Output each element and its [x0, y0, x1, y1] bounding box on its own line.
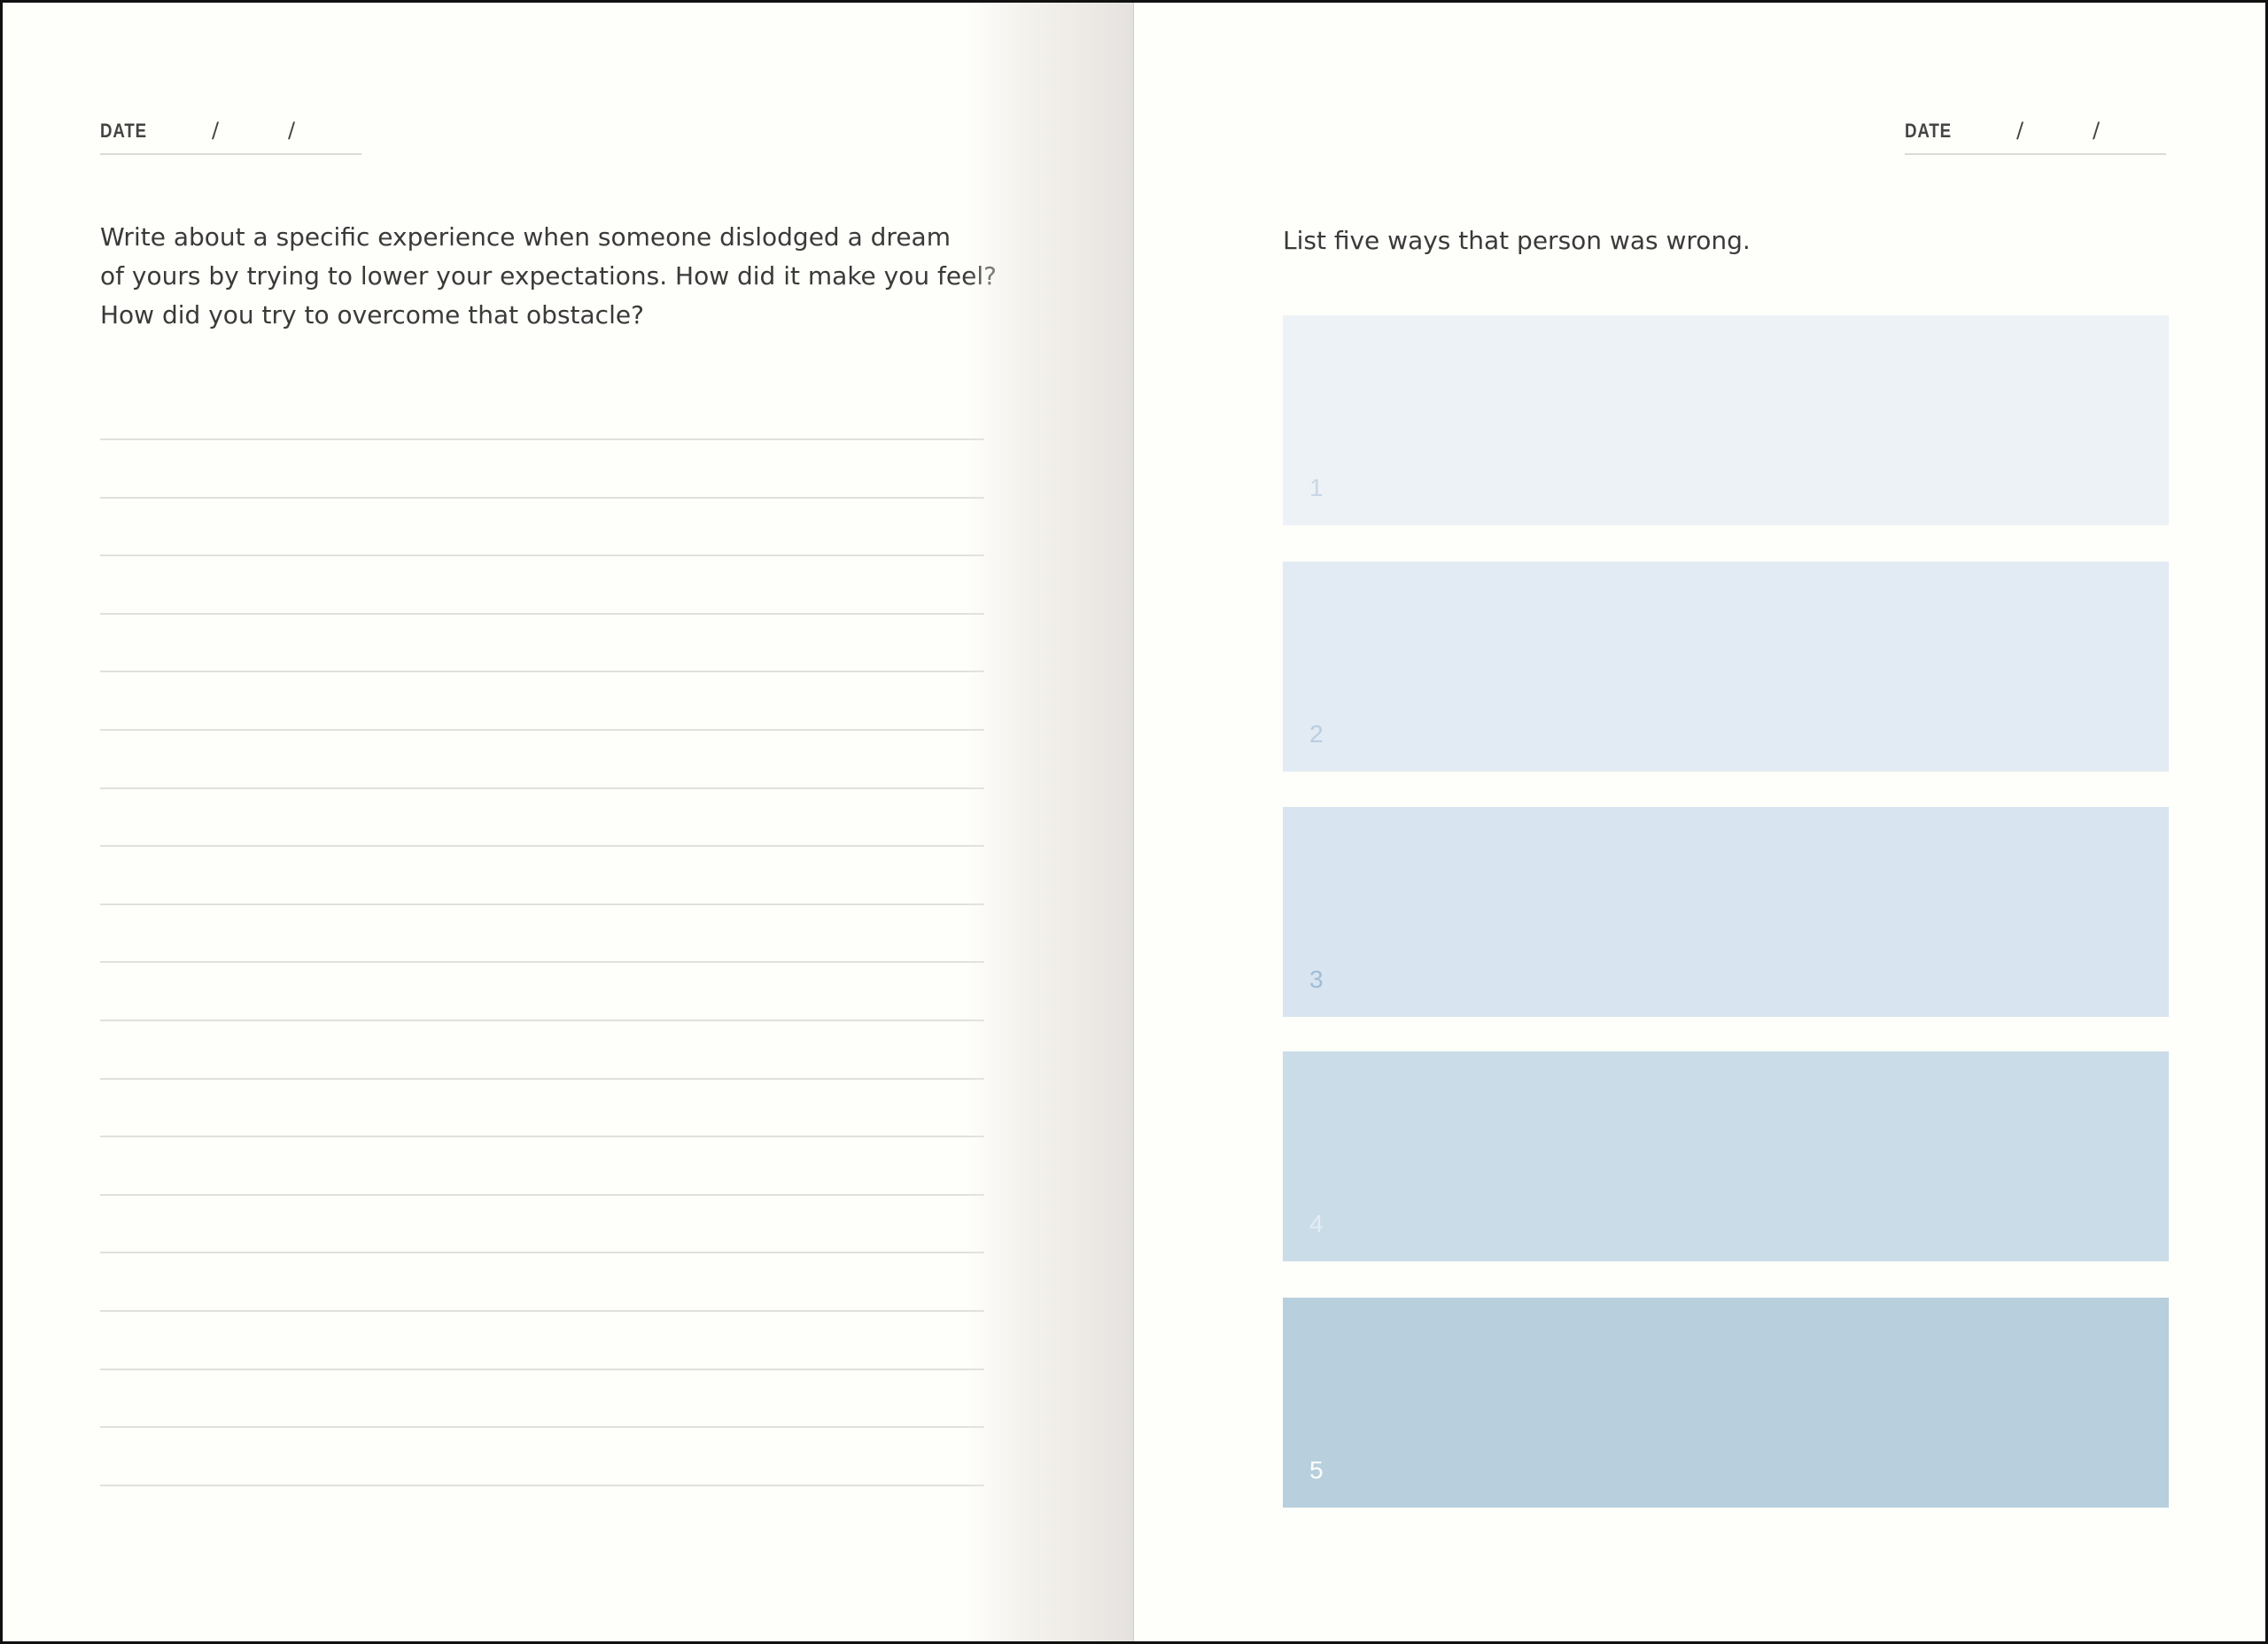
date-field[interactable]: DATE / / [100, 114, 361, 155]
gutter-shadow [966, 3, 1134, 1641]
date-label: DATE [1905, 120, 1952, 142]
answer-box-5[interactable]: 5 [1283, 1298, 2169, 1508]
ruled-line [100, 612, 984, 615]
ruled-line [100, 496, 984, 499]
list-prompt: List five ways that person was wrong. [1283, 226, 1751, 255]
left-page: DATE / / Write about a specific experien… [3, 3, 1134, 1641]
ruled-line [100, 1368, 984, 1370]
writing-prompt: Write about a specific experience when s… [100, 218, 997, 335]
ruled-line [100, 845, 984, 848]
box-number: 5 [1309, 1456, 1324, 1484]
ruled-line [100, 1136, 984, 1138]
ruled-line [100, 1252, 984, 1254]
answer-box-4[interactable]: 4 [1283, 1051, 2169, 1261]
box-number: 2 [1309, 720, 1324, 748]
ruled-line [100, 1020, 984, 1021]
date-slash: / [2093, 118, 2101, 143]
box-number: 3 [1309, 965, 1324, 993]
date-slash: / [288, 118, 296, 143]
ruled-line [100, 1077, 984, 1080]
ruled-line [100, 1310, 984, 1312]
answer-box-3[interactable]: 3 [1283, 807, 2169, 1017]
prompt-line: of yours by trying to lower your expecta… [100, 261, 997, 291]
ruled-line [100, 1426, 984, 1429]
ruled-line [100, 438, 984, 440]
answer-box-2[interactable]: 2 [1283, 562, 2169, 772]
ruled-line [100, 671, 984, 673]
box-number: 1 [1309, 474, 1324, 501]
prompt-line: How did you try to overcome that obstacl… [100, 300, 644, 330]
ruled-line [100, 1193, 984, 1196]
ruled-line [100, 903, 984, 905]
box-number: 4 [1309, 1210, 1324, 1237]
date-slash: / [2016, 118, 2024, 143]
ruled-line [100, 787, 984, 789]
date-label: DATE [100, 120, 147, 142]
ruled-line [100, 1484, 984, 1486]
ruled-line [100, 554, 984, 557]
right-page: DATE / / List five ways that person was … [1134, 3, 2265, 1641]
prompt-line: Write about a specific experience when s… [100, 222, 951, 252]
ruled-line [100, 729, 984, 731]
date-slash: / [212, 118, 220, 143]
answer-box-1[interactable]: 1 [1283, 315, 2169, 525]
ruled-line [100, 961, 984, 964]
date-field[interactable]: DATE / / [1905, 114, 2166, 155]
